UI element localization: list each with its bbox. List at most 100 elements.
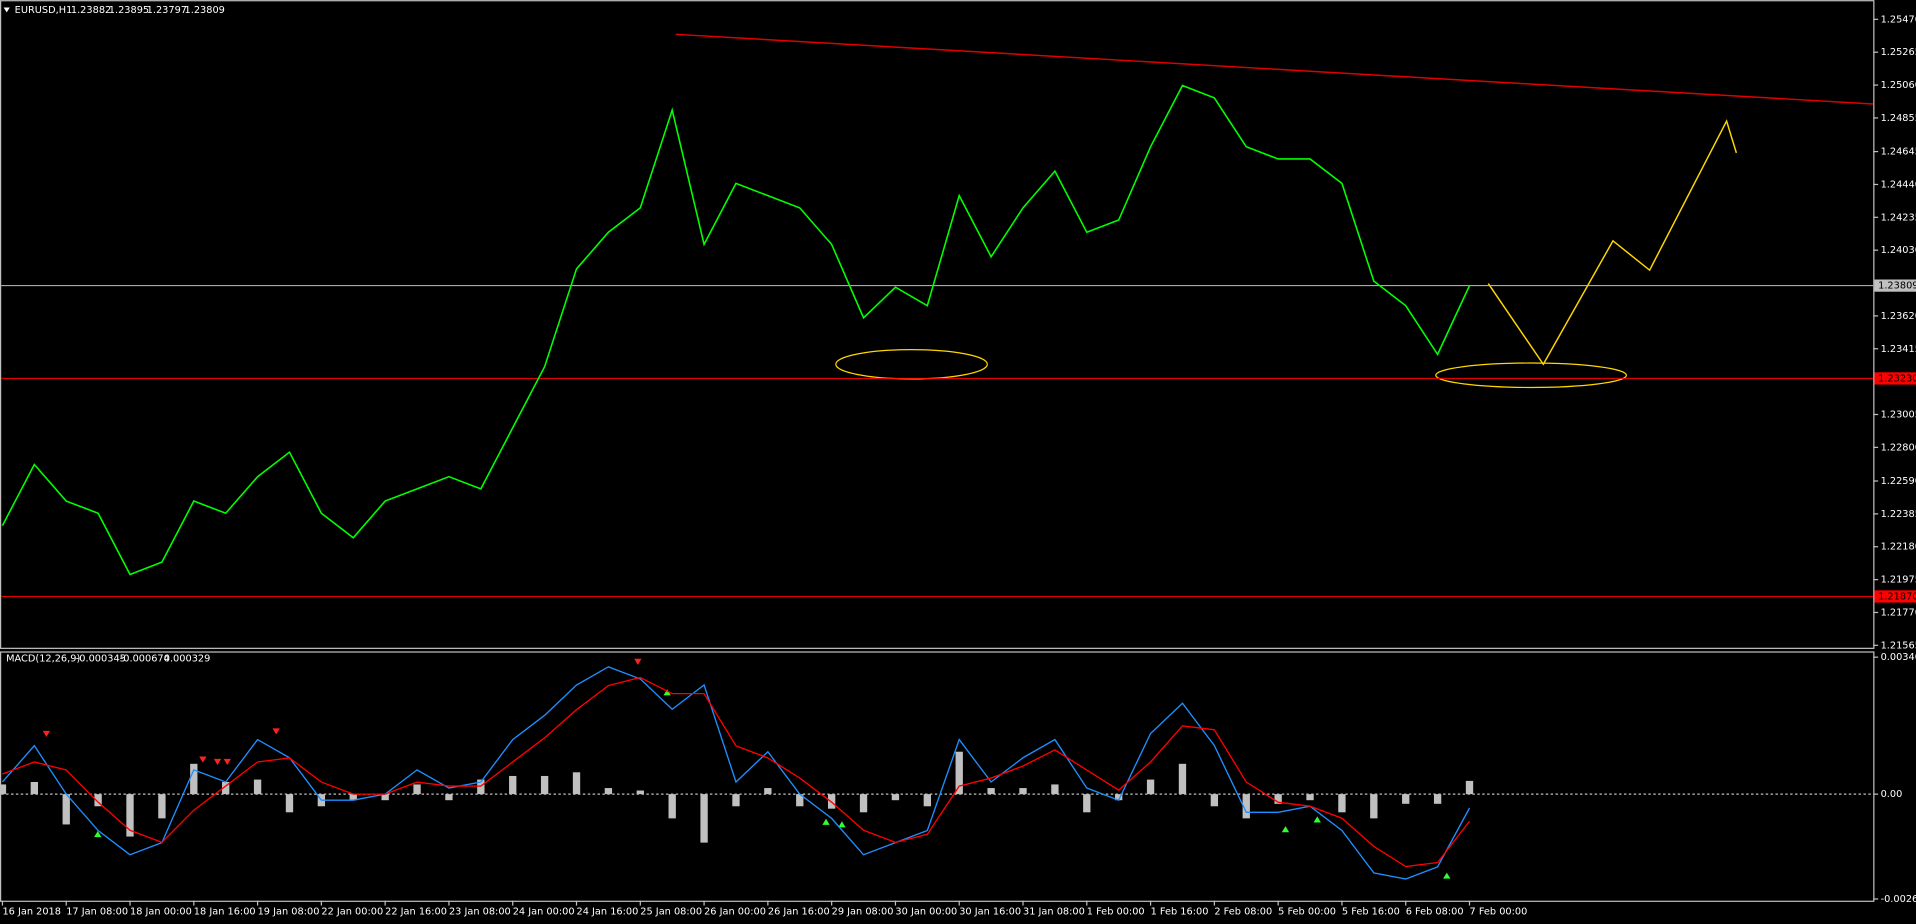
time-label: 30 Jan 16:00 xyxy=(959,907,1021,918)
histogram-bar xyxy=(349,794,357,801)
level-label-box xyxy=(1874,372,1916,385)
histogram-bar xyxy=(1210,794,1219,807)
macd-tick-label: -0.002608 xyxy=(1881,894,1916,905)
price-tick-label: 1.21975 xyxy=(1881,575,1916,586)
level-label: 1.23230 xyxy=(1878,373,1916,384)
menu-arrow[interactable] xyxy=(3,7,10,13)
price-line xyxy=(1,84,1471,576)
price-tick-label: 1.25060 xyxy=(1881,80,1916,91)
time-label: 7 Feb 00:00 xyxy=(1470,907,1528,918)
histogram-bar xyxy=(923,794,931,807)
price-tick-label: 1.22180 xyxy=(1881,542,1916,553)
time-label: 24 Jan 00:00 xyxy=(513,907,575,918)
histogram-bar xyxy=(859,794,868,813)
price-tick-label: 1.25470 xyxy=(1881,14,1916,25)
histogram-bar xyxy=(222,781,230,795)
macd-line xyxy=(2,676,1471,868)
macd-tick-label: 0.003407 xyxy=(1881,652,1916,663)
time-label: 30 Jan 00:00 xyxy=(895,907,957,918)
price-tick-label: 1.24235 xyxy=(1881,212,1916,223)
histogram-bar xyxy=(796,794,804,807)
histogram-bar xyxy=(1178,763,1187,795)
macd-tick-label: 0.00 xyxy=(1881,789,1903,800)
histogram-bar xyxy=(126,794,134,837)
price-tick-label: 1.24645 xyxy=(1881,147,1916,158)
time-label: 18 Jan 16:00 xyxy=(194,907,256,918)
histogram-bar xyxy=(190,763,198,795)
time-label: 23 Jan 08:00 xyxy=(449,907,511,918)
ohlc-value: 1.23882 xyxy=(71,5,111,16)
histogram-bar xyxy=(94,794,102,807)
histogram-bar xyxy=(477,779,485,795)
price-tick-label: 1.22800 xyxy=(1881,442,1916,453)
price-tick-label: 1.24855 xyxy=(1881,113,1916,124)
price-tick-label: 1.24030 xyxy=(1881,245,1916,256)
level-label-box xyxy=(1874,279,1916,292)
macd-frame xyxy=(0,651,1875,902)
histogram-bar xyxy=(253,779,262,795)
time-label: 26 Jan 00:00 xyxy=(704,907,766,918)
histogram-bar xyxy=(1115,794,1123,801)
histogram-bar xyxy=(413,784,421,795)
time-label: 1 Feb 16:00 xyxy=(1151,907,1209,918)
histogram-bar xyxy=(509,775,517,795)
histogram-bar xyxy=(0,784,7,795)
time-label: 19 Jan 08:00 xyxy=(258,907,320,918)
time-label: 22 Jan 00:00 xyxy=(321,907,383,918)
histogram-bar xyxy=(1402,794,1410,804)
time-label: 31 Jan 08:00 xyxy=(1023,907,1085,918)
histogram-bar xyxy=(636,790,644,795)
histogram-bar xyxy=(1465,780,1474,795)
symbol-title: EURUSD,H1 xyxy=(15,5,73,16)
time-label: 16 Jan 2018 xyxy=(2,907,61,918)
time-label: 1 Feb 00:00 xyxy=(1087,907,1145,918)
price-tick-label: 1.23005 xyxy=(1881,409,1916,420)
histogram-bar xyxy=(955,751,963,795)
level-label-box xyxy=(1874,590,1916,603)
histogram-bar xyxy=(1306,794,1314,801)
macd-title: MACD(12,26,9) xyxy=(6,654,80,665)
time-label: 29 Jan 08:00 xyxy=(832,907,894,918)
histogram-bar xyxy=(381,794,389,801)
ohlc-value: 1.23797 xyxy=(147,5,187,16)
trend-line xyxy=(675,33,1874,105)
time-label: 5 Feb 00:00 xyxy=(1278,907,1336,918)
projection xyxy=(1487,119,1738,366)
histogram-bar xyxy=(30,781,39,795)
histogram-bar xyxy=(700,794,708,843)
histogram-bar xyxy=(1146,779,1155,795)
histogram-bar xyxy=(285,794,294,813)
histogram-bar xyxy=(540,775,549,795)
histogram-bar xyxy=(1051,784,1059,795)
histogram-bar xyxy=(604,788,613,795)
time-label: 17 Jan 08:00 xyxy=(66,907,128,918)
price-tick-label: 1.22590 xyxy=(1881,476,1916,487)
histogram-bar xyxy=(1370,794,1378,819)
ohlc-value: 1.23895 xyxy=(109,5,149,16)
histogram-bar xyxy=(1274,794,1282,804)
level-label: 1.23809 xyxy=(1878,281,1916,292)
macd-reading: 0.000329 xyxy=(164,654,211,665)
histogram-bar xyxy=(1242,794,1250,819)
time-label: 6 Feb 08:00 xyxy=(1406,907,1464,918)
price-tick-label: 1.24440 xyxy=(1881,179,1916,190)
histogram-bar xyxy=(62,794,70,825)
price-frame xyxy=(0,0,1875,649)
histogram-bar xyxy=(732,794,740,807)
price-tick-label: 1.22385 xyxy=(1881,509,1916,520)
price-tick-label: 1.23415 xyxy=(1881,344,1916,355)
time-label: 2 Feb 08:00 xyxy=(1214,907,1272,918)
price-tick-label: 1.25265 xyxy=(1881,47,1916,58)
histogram-bar xyxy=(572,772,581,795)
support-ellipse xyxy=(1435,362,1628,389)
macd-reading: -0.000674 xyxy=(120,654,170,665)
histogram-bar xyxy=(1019,788,1027,795)
histogram-bar xyxy=(158,794,166,819)
price-tick-label: 1.23620 xyxy=(1881,311,1916,322)
ohlc-value: 1.23809 xyxy=(185,5,225,16)
time-label: 18 Jan 00:00 xyxy=(130,907,192,918)
time-label: 24 Jan 16:00 xyxy=(577,907,639,918)
histogram-bar xyxy=(668,794,676,819)
